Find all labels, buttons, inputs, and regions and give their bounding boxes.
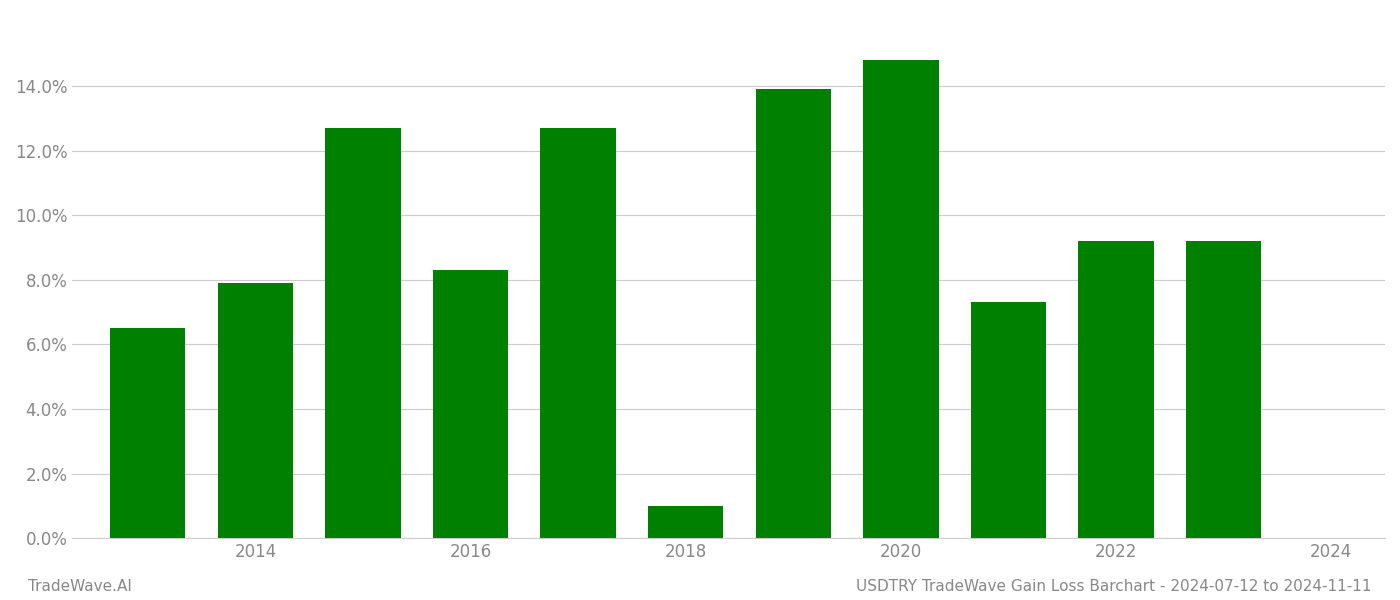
Bar — [1078, 241, 1154, 538]
Bar — [756, 89, 832, 538]
Bar — [111, 328, 185, 538]
Bar — [864, 60, 938, 538]
Bar — [325, 128, 400, 538]
Bar — [218, 283, 293, 538]
Bar — [540, 128, 616, 538]
Text: TradeWave.AI: TradeWave.AI — [28, 579, 132, 594]
Text: USDTRY TradeWave Gain Loss Barchart - 2024-07-12 to 2024-11-11: USDTRY TradeWave Gain Loss Barchart - 20… — [857, 579, 1372, 594]
Bar — [970, 302, 1046, 538]
Bar — [648, 506, 724, 538]
Bar — [433, 270, 508, 538]
Bar — [1186, 241, 1261, 538]
